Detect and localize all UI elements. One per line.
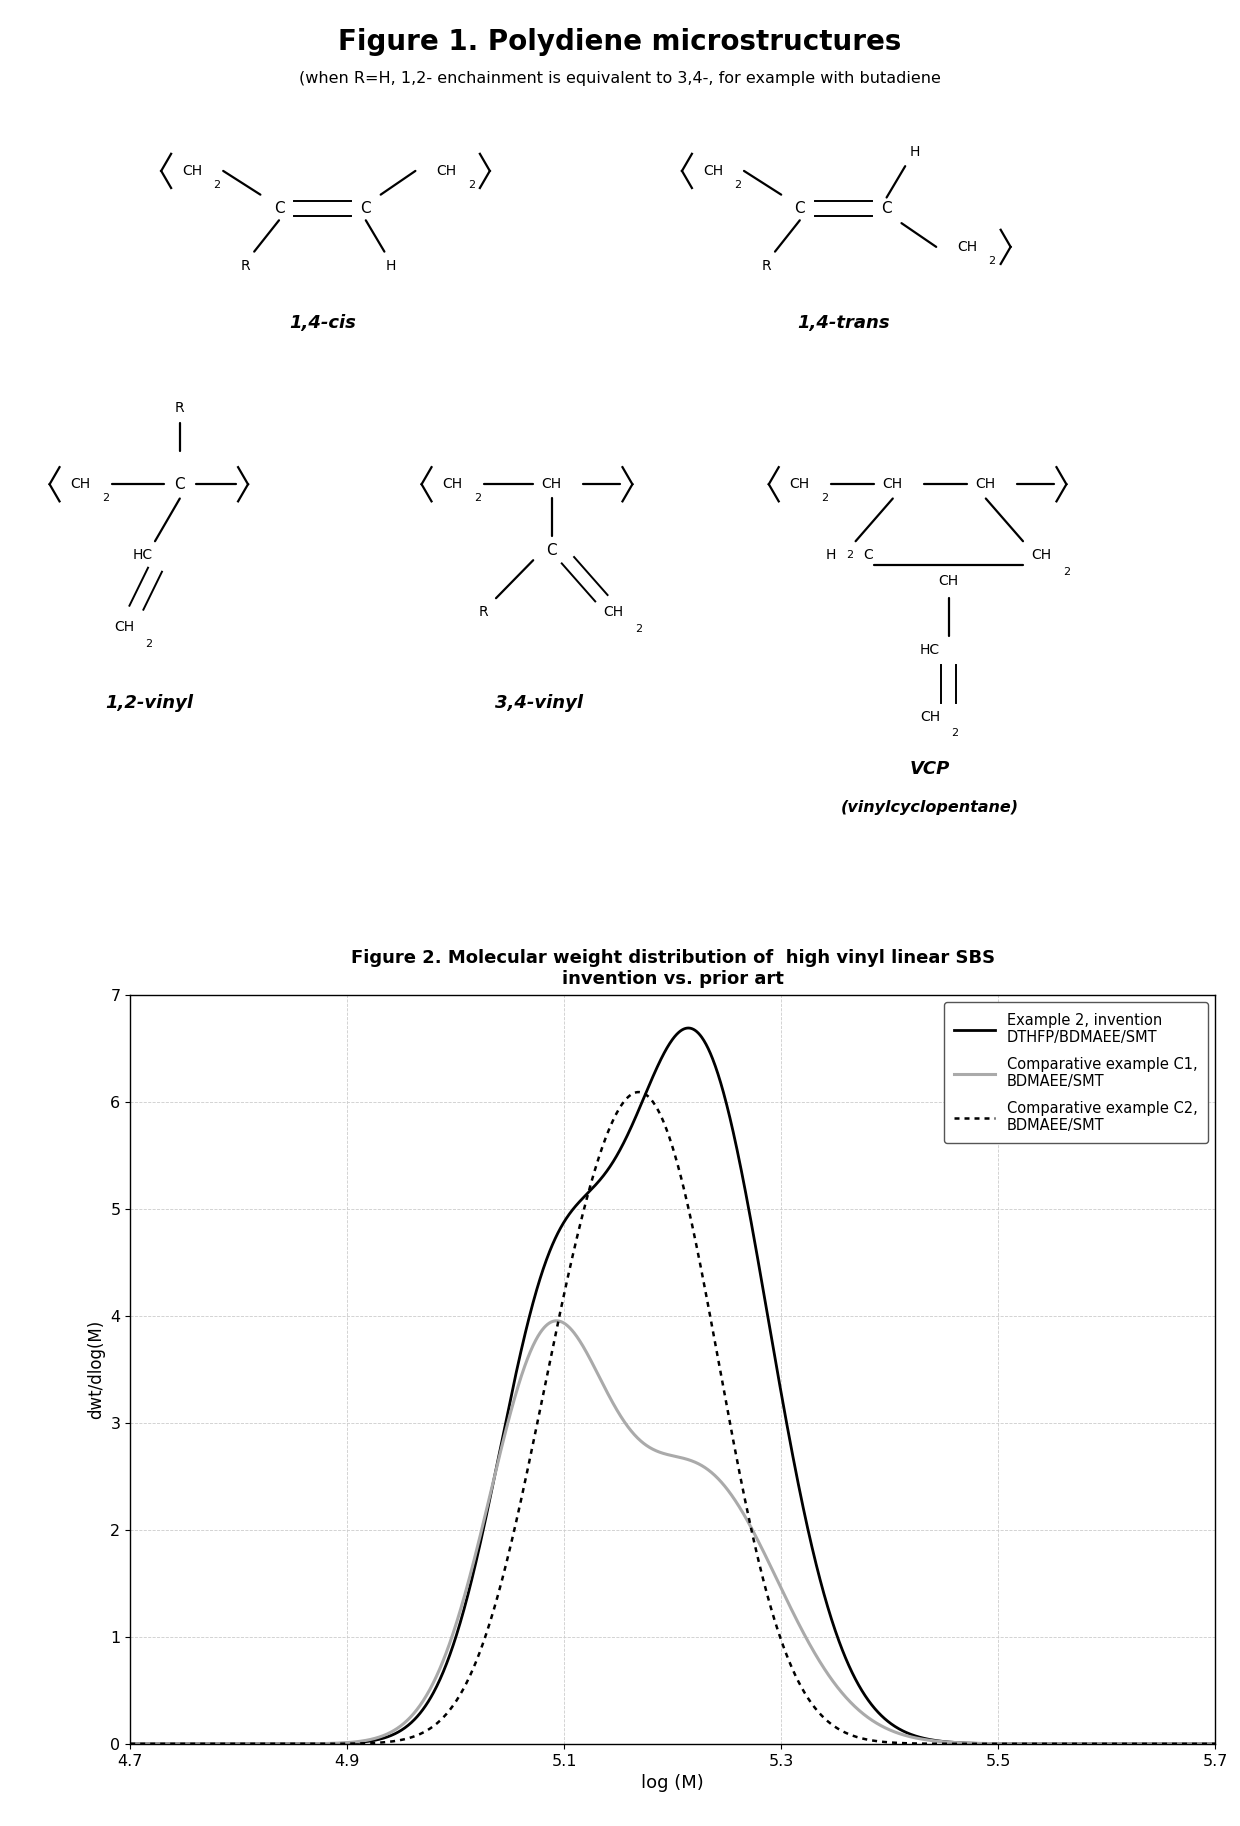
Comparative example C2,
BDMAEE/SMT <box>179 1733 193 1755</box>
Text: 2: 2 <box>213 181 221 190</box>
Text: R: R <box>479 606 489 619</box>
Text: 2: 2 <box>635 624 642 634</box>
Title: Figure 2. Molecular weight distribution of  high vinyl linear SBS
invention vs. : Figure 2. Molecular weight distribution … <box>351 950 994 988</box>
Comparative example C2,
BDMAEE/SMT <box>621 1085 636 1107</box>
Text: CH: CH <box>790 477 810 491</box>
Comparative example C2,
BDMAEE/SMT <box>1177 1733 1192 1755</box>
Text: R: R <box>175 402 185 415</box>
Comparative example C1,
BDMAEE/SMT <box>977 1733 992 1755</box>
Comparative example C1,
BDMAEE/SMT <box>622 1419 637 1441</box>
Example 2, invention
DTHFP/BDMAEE/SMT <box>123 1733 138 1755</box>
Comparative example C1,
BDMAEE/SMT <box>123 1733 138 1755</box>
Comparative example C1,
BDMAEE/SMT <box>651 1441 666 1463</box>
Text: CH: CH <box>604 606 624 619</box>
Text: HC: HC <box>133 548 153 562</box>
Comparative example C2,
BDMAEE/SMT <box>1177 1733 1192 1755</box>
Comparative example C1,
BDMAEE/SMT <box>179 1733 193 1755</box>
Text: Figure 1. Polydiene microstructures: Figure 1. Polydiene microstructures <box>339 29 901 57</box>
Text: R: R <box>241 259 250 272</box>
Text: CH: CH <box>957 239 977 254</box>
Text: 2: 2 <box>1063 566 1070 577</box>
Text: C: C <box>175 477 185 491</box>
Example 2, invention
DTHFP/BDMAEE/SMT <box>1177 1733 1192 1755</box>
Comparative example C1,
BDMAEE/SMT <box>549 1309 564 1331</box>
Text: 2: 2 <box>951 729 959 738</box>
Text: 2: 2 <box>846 550 853 561</box>
Example 2, invention
DTHFP/BDMAEE/SMT <box>681 1017 696 1039</box>
Example 2, invention
DTHFP/BDMAEE/SMT <box>1177 1733 1192 1755</box>
Example 2, invention
DTHFP/BDMAEE/SMT <box>650 1055 665 1077</box>
Text: CH: CH <box>939 573 959 588</box>
Text: C: C <box>863 548 873 562</box>
Comparative example C2,
BDMAEE/SMT <box>651 1099 666 1121</box>
Comparative example C2,
BDMAEE/SMT <box>1208 1733 1223 1755</box>
Text: H: H <box>910 144 920 159</box>
Text: CH: CH <box>1032 548 1052 562</box>
Text: CH: CH <box>443 477 463 491</box>
Text: CH: CH <box>976 477 996 491</box>
Text: CH: CH <box>920 710 940 723</box>
Line: Comparative example C2,
BDMAEE/SMT: Comparative example C2, BDMAEE/SMT <box>130 1092 1215 1744</box>
Text: CH: CH <box>182 164 202 177</box>
Example 2, invention
DTHFP/BDMAEE/SMT <box>1208 1733 1223 1755</box>
Text: R: R <box>761 259 771 272</box>
Text: 1,2-vinyl: 1,2-vinyl <box>105 694 192 712</box>
Text: 2: 2 <box>102 493 109 504</box>
Text: C: C <box>547 542 557 559</box>
Line: Example 2, invention
DTHFP/BDMAEE/SMT: Example 2, invention DTHFP/BDMAEE/SMT <box>130 1028 1215 1744</box>
Text: C: C <box>795 201 805 217</box>
Text: 2: 2 <box>988 256 996 267</box>
Text: 1,4-trans: 1,4-trans <box>797 314 889 332</box>
Example 2, invention
DTHFP/BDMAEE/SMT <box>977 1733 992 1755</box>
Line: Comparative example C1,
BDMAEE/SMT: Comparative example C1, BDMAEE/SMT <box>130 1320 1215 1744</box>
Text: H: H <box>386 259 396 272</box>
Text: 2: 2 <box>145 639 153 648</box>
Text: CH: CH <box>703 164 723 177</box>
Text: HC: HC <box>920 643 940 657</box>
Text: 2: 2 <box>734 181 742 190</box>
Comparative example C2,
BDMAEE/SMT <box>631 1081 646 1103</box>
Text: 3,4-vinyl: 3,4-vinyl <box>496 694 583 712</box>
Text: CH: CH <box>71 477 91 491</box>
Text: C: C <box>882 201 892 217</box>
Example 2, invention
DTHFP/BDMAEE/SMT <box>179 1733 193 1755</box>
Comparative example C1,
BDMAEE/SMT <box>1177 1733 1192 1755</box>
Comparative example C1,
BDMAEE/SMT <box>1208 1733 1223 1755</box>
Text: C: C <box>361 201 371 217</box>
Legend: Example 2, invention
DTHFP/BDMAEE/SMT, Comparative example C1,
BDMAEE/SMT, Compa: Example 2, invention DTHFP/BDMAEE/SMT, C… <box>944 1002 1208 1143</box>
Text: (when R=H, 1,2- enchainment is equivalent to 3,4-, for example with butadiene: (when R=H, 1,2- enchainment is equivalen… <box>299 71 941 86</box>
Text: CH: CH <box>883 477 903 491</box>
Text: H: H <box>826 548 836 562</box>
Text: 2: 2 <box>821 493 828 504</box>
Text: 2: 2 <box>474 493 481 504</box>
Y-axis label: dwt/dlog(M): dwt/dlog(M) <box>87 1320 104 1419</box>
Text: 2: 2 <box>467 181 475 190</box>
Text: C: C <box>274 201 284 217</box>
Text: CH: CH <box>436 164 456 177</box>
Comparative example C2,
BDMAEE/SMT <box>977 1733 992 1755</box>
Text: 1,4-cis: 1,4-cis <box>289 314 356 332</box>
Comparative example C1,
BDMAEE/SMT <box>1177 1733 1192 1755</box>
Text: (vinylcyclopentane): (vinylcyclopentane) <box>841 800 1019 814</box>
Text: VCP: VCP <box>910 760 950 778</box>
Comparative example C2,
BDMAEE/SMT <box>123 1733 138 1755</box>
X-axis label: log (M): log (M) <box>641 1775 704 1791</box>
Example 2, invention
DTHFP/BDMAEE/SMT <box>621 1121 636 1143</box>
Text: CH: CH <box>114 619 134 634</box>
Text: CH: CH <box>542 477 562 491</box>
